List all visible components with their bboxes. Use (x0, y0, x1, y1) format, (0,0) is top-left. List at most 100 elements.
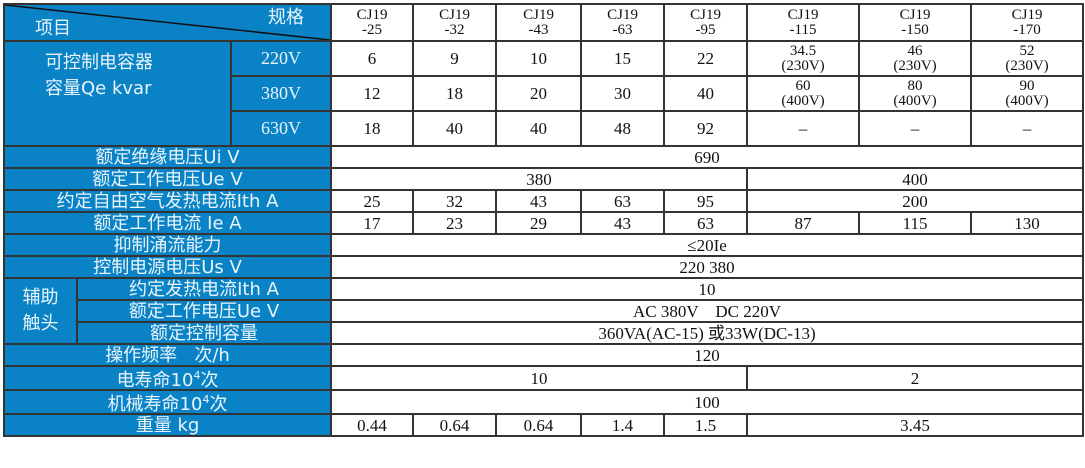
cell-text: -25 (362, 21, 383, 38)
cell: 0.44 (330, 413, 415, 437)
cell-text: -170 (1013, 21, 1041, 38)
model-header: CJ19 -95 (663, 3, 749, 42)
cell-text: (230V) (781, 57, 825, 74)
cell-text: (230V) (893, 57, 937, 74)
model-header: CJ19 -43 (495, 3, 583, 42)
cell: 115 (858, 211, 973, 235)
cell: 43 (495, 189, 583, 213)
cell-text: CJ19 (1011, 6, 1043, 23)
cell: 360VA(AC-15) 或33W(DC-13) (330, 321, 1085, 345)
cell-text: -95 (695, 21, 716, 38)
cell: 220 380 (330, 255, 1085, 279)
cell: 22 (663, 40, 749, 77)
cell: 10 (330, 277, 1085, 301)
cell: 87 (746, 211, 861, 235)
cell-text: -32 (444, 21, 465, 38)
cell: 43 (580, 211, 666, 235)
cell-text: 46 (907, 42, 923, 59)
row-label: 操作频率 次/h (2, 343, 333, 367)
cell: 10 (330, 365, 749, 391)
cell-text: 60 (795, 77, 811, 94)
cell: 2 (746, 365, 1085, 391)
row-label: 控制电源电压Us V (2, 255, 333, 279)
cell-text: CJ19 (607, 6, 638, 23)
table-row: 630V 18 40 40 48 92 – – – (4, 110, 1085, 147)
cell-text: (400V) (781, 92, 825, 109)
row-label: 重量 kg (2, 413, 333, 437)
table-row: 约定自由空气发热电流Ith A 25 32 43 63 95 200 (2, 189, 1085, 213)
cell: 80 (400V) (858, 75, 973, 112)
aux-contact-label: 辅助 触头 (3, 277, 78, 345)
table-row: 额定工作电压Ue V 380 400 (2, 167, 1085, 191)
cell-text: CJ19 (690, 6, 721, 23)
cell: 95 (663, 189, 749, 213)
cell: 30 (580, 75, 666, 112)
table-row: 额定绝缘电压Ui V 690 (2, 145, 1085, 169)
cell-text: 可控制电容器 (45, 52, 153, 73)
table-row: 额定控制容量 360VA(AC-15) 或33W(DC-13) (4, 321, 1085, 345)
cell: – (858, 110, 973, 147)
table-row: 额定工作电压Ue V AC 380V DC 220V (4, 299, 1085, 323)
cell: 17 (330, 211, 415, 235)
row-label: 额定工作电压Ue V (2, 167, 333, 191)
header-row: 规格 项目 CJ19 -25 CJ19 -32 CJ19 -43 CJ19 -63 CJ… (2, 3, 1085, 42)
cell: 380 (330, 167, 749, 191)
cell: 32 (412, 189, 498, 213)
cell: – (746, 110, 861, 147)
voltage-label: 630V (229, 110, 333, 147)
cell: ≤20Ie (330, 233, 1085, 257)
row-label: 额定工作电流 Ie A (2, 211, 333, 235)
cell-text: -115 (789, 21, 817, 38)
table-row: 额定工作电流 Ie A 17 23 29 43 63 87 115 130 (2, 211, 1085, 235)
cell: 40 (663, 75, 749, 112)
cell-text: 80 (907, 77, 923, 94)
cell: 10 (495, 40, 583, 77)
cell-text: (400V) (1005, 92, 1049, 109)
cell-text: CJ19 (439, 6, 470, 23)
cell: 52 (230V) (970, 40, 1085, 77)
cell-text: -150 (901, 21, 929, 38)
cell: 1.4 (580, 413, 666, 437)
model-header: CJ19 -63 (580, 3, 666, 42)
cell: 25 (330, 189, 415, 213)
table-row: 电寿命104次 10 2 (2, 365, 1085, 391)
cell: – (970, 110, 1085, 147)
cell: 18 (330, 110, 415, 147)
cell-text: CJ19 (523, 6, 554, 23)
cell-text: CJ19 (787, 6, 819, 23)
cell: 40 (412, 110, 498, 147)
table-row: 控制电源电压Us V 220 380 (2, 255, 1085, 279)
cell: 90 (400V) (970, 75, 1085, 112)
cell-text: -43 (528, 21, 549, 38)
cell: 34.5 (230V) (746, 40, 861, 77)
cell: 120 (330, 343, 1085, 367)
cell-text: 辅助 (22, 287, 59, 308)
spec-table: 规格 项目 CJ19 -25 CJ19 -32 CJ19 -43 CJ19 -63 CJ… (2, 3, 1085, 437)
cell: 40 (495, 110, 583, 147)
cell-text: (230V) (1005, 57, 1049, 74)
cell-text: -63 (612, 21, 633, 38)
row-label: 电寿命104次 (2, 365, 333, 391)
row-label: 额定控制容量 (75, 321, 333, 345)
cell-text: 次 (209, 394, 228, 414)
cell-text: 4 (202, 393, 210, 406)
voltage-label: 380V (229, 75, 333, 112)
cell: AC 380V DC 220V (330, 299, 1085, 323)
cell: 18 (412, 75, 498, 112)
cell: 0.64 (412, 413, 498, 437)
cell: 3.45 (746, 413, 1085, 437)
model-header: CJ19 -150 (858, 3, 973, 42)
capacitor-label: 可控制电容器 容量Qe kvar (3, 40, 232, 147)
cell-text: 34.5 (789, 42, 817, 59)
table-row: 重量 kg 0.44 0.64 0.64 1.4 1.5 3.45 (2, 413, 1085, 437)
row-label: 约定自由空气发热电流Ith A (2, 189, 333, 213)
model-header: CJ19 -115 (746, 3, 861, 42)
model-header: CJ19 -170 (970, 3, 1085, 42)
cell: 46 (230V) (858, 40, 973, 77)
cell-text: 电寿命10 (116, 370, 194, 390)
table-row: 辅助 触头 约定发热电流Ith A 10 (3, 277, 1085, 345)
cell: 63 (663, 211, 749, 235)
cell: 12 (330, 75, 415, 112)
row-label: 约定发热电流Ith A (75, 277, 333, 301)
cell-text: CJ19 (899, 6, 931, 23)
